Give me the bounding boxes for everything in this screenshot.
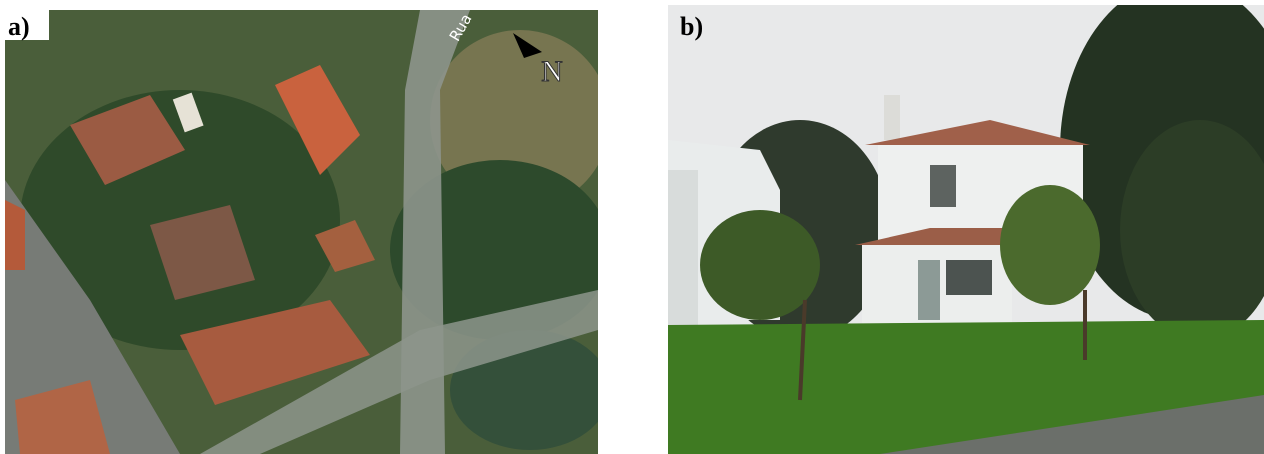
panel-label: a) [8,12,30,41]
north-label: N [541,55,563,88]
figure: a) Rua N b) [0,0,1264,454]
house-photo [668,0,1264,454]
aerial-image [5,10,610,454]
panel-label: b) [680,12,703,41]
page: a) Rua N b) (() => { const data = JSON.p… [0,0,1264,454]
